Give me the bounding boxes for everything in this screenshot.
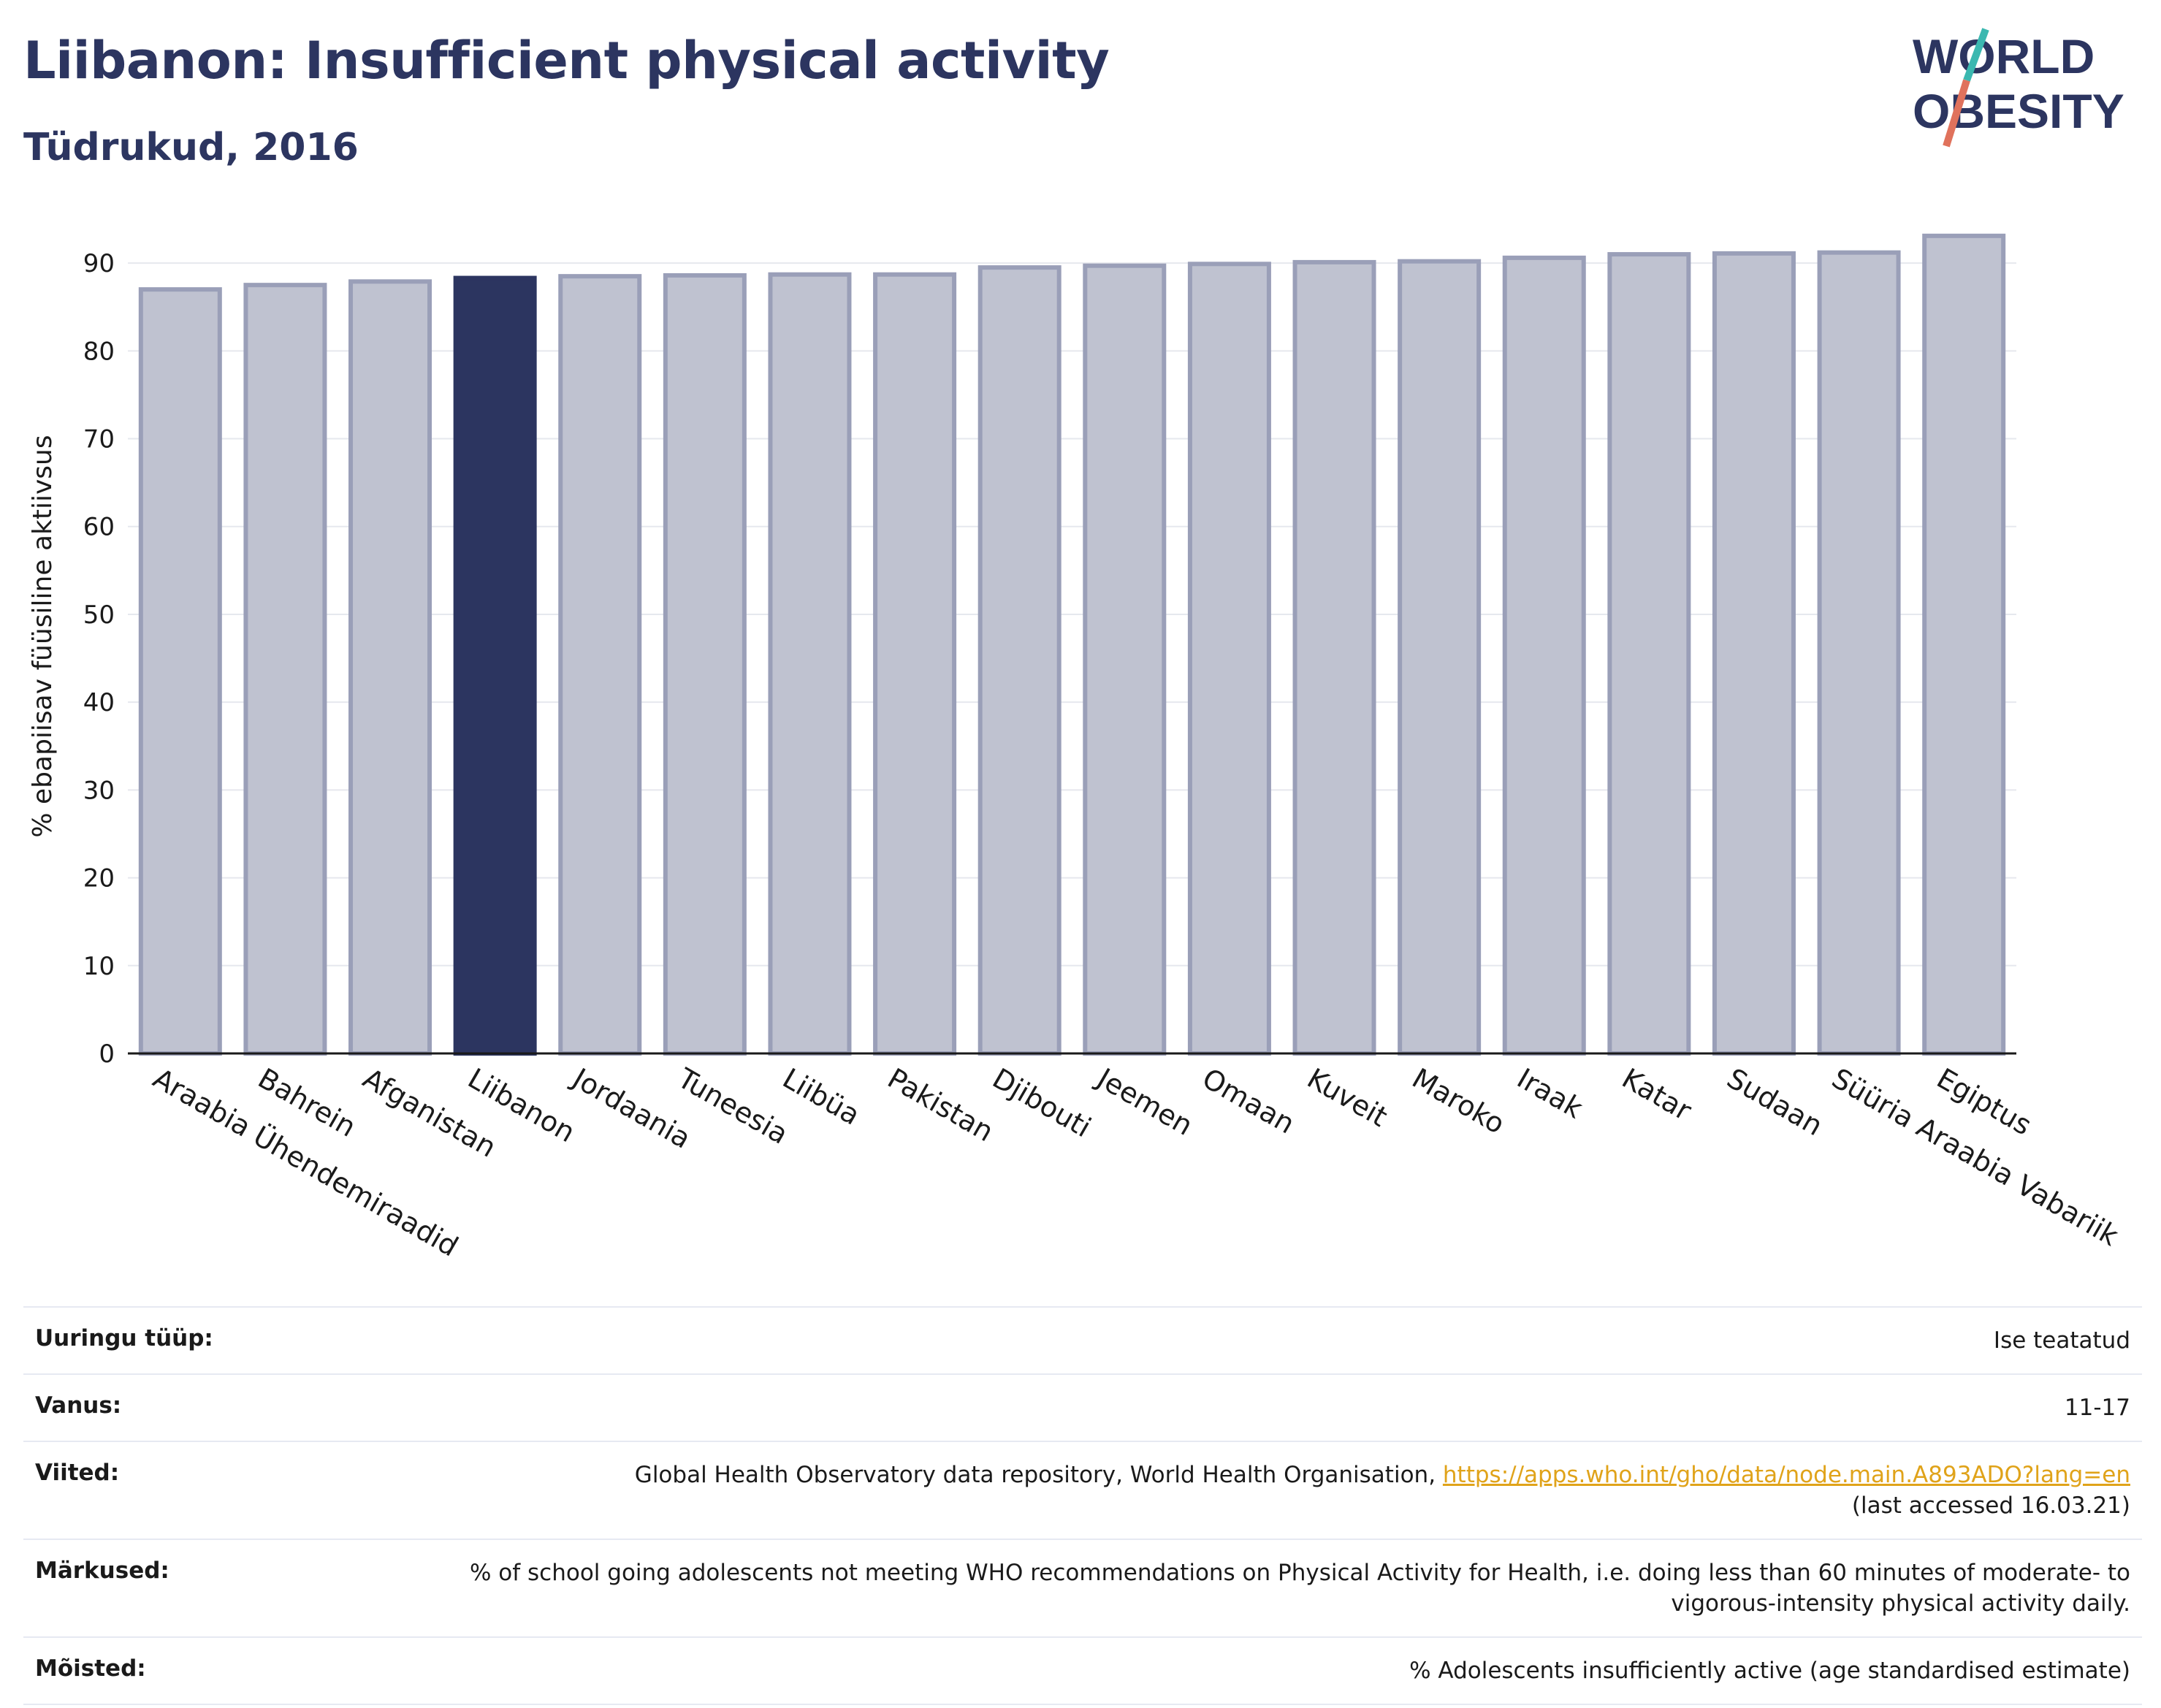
- logo-slash-coral: [1943, 79, 1970, 148]
- y-tick-label: 0: [99, 1040, 115, 1069]
- metadata-value: Global Health Observatory data repositor…: [635, 1460, 2130, 1521]
- y-tick-label: 20: [83, 864, 115, 893]
- bar-kuveit[interactable]: [1292, 259, 1376, 1056]
- x-tick-label: Maroko: [1407, 1062, 1511, 1140]
- chart-title: Liibanon: Insufficient physical activity: [23, 31, 1110, 91]
- metadata-label: Märkused:: [35, 1558, 169, 1584]
- metadata-value-text: % of school going adolescents not meetin…: [469, 1560, 2130, 1617]
- x-tick-label: Iraak: [1512, 1062, 1588, 1125]
- bar-liibanon[interactable]: [453, 275, 537, 1056]
- bars: [138, 233, 2006, 1056]
- x-tick-label: Katar: [1617, 1062, 1697, 1127]
- bar-bahrein[interactable]: [243, 283, 327, 1056]
- bar-sudaan[interactable]: [1712, 251, 1796, 1056]
- metadata-value-text: % Adolescents insufficiently active (age…: [1409, 1658, 2130, 1684]
- chart-subtitle: Tüdrukud, 2016: [23, 126, 359, 169]
- bar-chart: 0 10 20 30 40 50 60 70 80 90 Araabia Ühendemiraad…: [28, 233, 2124, 1263]
- metadata-value-text: Global Health Observatory data repositor…: [634, 1462, 1443, 1488]
- bar-afganistan[interactable]: [348, 279, 432, 1056]
- bar-s-ria-araabia-vabariik[interactable]: [1817, 250, 1901, 1056]
- bar-pakistan[interactable]: [873, 272, 957, 1056]
- bar-liib-a[interactable]: [768, 272, 852, 1056]
- metadata-table: Uuringu tüüp: Ise teatatud Vanus: 11-17 Viit…: [23, 1306, 2142, 1705]
- metadata-row: Vanus: 11-17: [23, 1373, 2142, 1441]
- metadata-value-text: 11-17: [2064, 1395, 2130, 1421]
- metadata-value-text: Ise teatatud: [1993, 1327, 2130, 1354]
- logo-slash-teal: [1963, 28, 1989, 82]
- x-tick-label: Jordaania: [566, 1061, 696, 1155]
- bar-iraak[interactable]: [1502, 255, 1586, 1056]
- metadata-value: Ise teatatud: [1994, 1325, 2130, 1356]
- logo-line2: OBESITY: [1913, 84, 2124, 138]
- metadata-row: Viited: Global Health Observatory data re…: [23, 1441, 2142, 1539]
- x-tick-label: Djibouti: [987, 1062, 1097, 1144]
- y-tick-label: 10: [83, 952, 115, 981]
- bar-egiptus[interactable]: [1922, 233, 2006, 1056]
- metadata-label: Viited:: [35, 1460, 120, 1486]
- bar-jeemen[interactable]: [1083, 263, 1167, 1056]
- x-tick-label: Omaan: [1197, 1062, 1300, 1140]
- bar-maroko[interactable]: [1398, 259, 1482, 1056]
- y-tick-label: 90: [83, 249, 115, 278]
- x-axis-labels: Araabia ÜhendemiraadidBahreinAfganistanL…: [148, 1061, 2124, 1263]
- metadata-value: 11-17: [2065, 1392, 2130, 1423]
- metadata-label: Mõisted:: [35, 1655, 146, 1682]
- logo-line1: WORLD: [1913, 29, 2095, 83]
- world-obesity-logo: WORLD OBESITY: [1913, 28, 2124, 148]
- x-tick-label: Sudaan: [1721, 1062, 1828, 1143]
- metadata-row: Uuringu tüüp: Ise teatatud: [23, 1306, 2142, 1373]
- y-tick-label: 30: [83, 776, 115, 805]
- y-tick-label: 40: [83, 688, 115, 717]
- bar-jordaania[interactable]: [558, 274, 642, 1056]
- metadata-value-suffix: (last accessed 16.03.21): [1851, 1492, 2130, 1519]
- x-tick-label: Pakistan: [883, 1062, 999, 1148]
- metadata-label: Vanus:: [35, 1392, 122, 1419]
- bar-djibouti[interactable]: [977, 265, 1062, 1056]
- y-axis-ticks: 0 10 20 30 40 50 60 70 80 90: [83, 249, 115, 1069]
- y-tick-label: 80: [83, 337, 115, 366]
- bar-omaan[interactable]: [1187, 262, 1271, 1056]
- bar-araabia-hendemiraadid[interactable]: [138, 287, 222, 1056]
- y-axis-label: % ebapiisav füüsiline aktiivsus: [28, 435, 58, 837]
- metadata-row: Märkused: % of school going adolescents n…: [23, 1539, 2142, 1636]
- metadata-value: % of school going adolescents not meetin…: [450, 1558, 2130, 1619]
- metadata-value: % Adolescents insufficiently active (age…: [1409, 1655, 2130, 1686]
- metadata-label: Uuringu tüüp:: [35, 1325, 213, 1351]
- y-tick-label: 50: [83, 601, 115, 630]
- source-link[interactable]: https://apps.who.int/gho/data/node.main.…: [1442, 1462, 2130, 1488]
- bar-tuneesia[interactable]: [663, 272, 747, 1056]
- x-tick-label: Jeemen: [1091, 1061, 1198, 1142]
- x-tick-label: Kuveit: [1302, 1062, 1393, 1133]
- metadata-row: Mõisted: % Adolescents insufficiently act…: [23, 1636, 2142, 1705]
- bar-katar[interactable]: [1607, 252, 1691, 1056]
- y-tick-label: 70: [83, 425, 115, 454]
- y-tick-label: 60: [83, 513, 115, 542]
